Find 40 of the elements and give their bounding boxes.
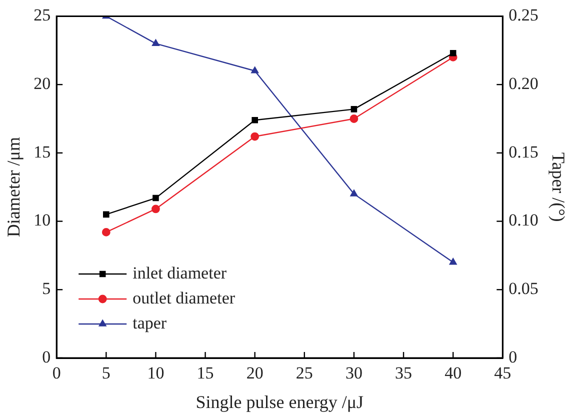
point xyxy=(350,190,358,196)
legend-label: taper xyxy=(132,313,167,332)
point xyxy=(350,106,358,112)
y-tick-label: 20 xyxy=(34,74,51,94)
x-tick-label: 40 xyxy=(444,364,462,383)
y2-tick-label: 0.15 xyxy=(508,142,538,162)
x-tick-label: 15 xyxy=(196,364,214,383)
x-tick-label: 35 xyxy=(395,364,412,383)
x-tick-label: 30 xyxy=(345,364,362,383)
x-axis-title: Single pulse energy /μJ xyxy=(196,392,364,412)
x-tick-label: 25 xyxy=(296,364,313,383)
y2-tick-label: 0.25 xyxy=(508,6,538,25)
point xyxy=(152,39,160,46)
y-tick-label: 5 xyxy=(42,279,51,298)
y2-tick-label: 0.10 xyxy=(508,210,538,230)
x-tick-label: 45 xyxy=(494,364,512,383)
point xyxy=(152,204,160,214)
legend-label: inlet diameter xyxy=(132,263,227,282)
y-axis-title: Diameter /μm xyxy=(4,137,24,238)
y2-axis-title: Taper /(°) xyxy=(548,152,568,222)
y-tick-label: 25 xyxy=(34,6,51,25)
x-tick-label: 5 xyxy=(102,364,110,383)
point xyxy=(152,194,159,202)
legend-label: outlet diameter xyxy=(132,288,236,308)
y2-tick-label: 0.05 xyxy=(508,279,538,298)
point xyxy=(251,66,259,74)
x-tick-label: 10 xyxy=(147,364,164,383)
y2-tick-label: 0.20 xyxy=(508,74,538,94)
y2-tick-label: 0 xyxy=(508,347,518,366)
point xyxy=(449,258,457,265)
point xyxy=(102,228,110,236)
y-tick-label: 10 xyxy=(34,210,51,230)
x-tick-label: 20 xyxy=(246,364,264,383)
point xyxy=(450,50,456,56)
point xyxy=(350,114,358,123)
point xyxy=(252,116,258,124)
y-tick-label: 15 xyxy=(34,142,51,162)
point xyxy=(250,132,260,141)
y-tick-label: 0 xyxy=(42,347,51,366)
point xyxy=(103,211,110,218)
